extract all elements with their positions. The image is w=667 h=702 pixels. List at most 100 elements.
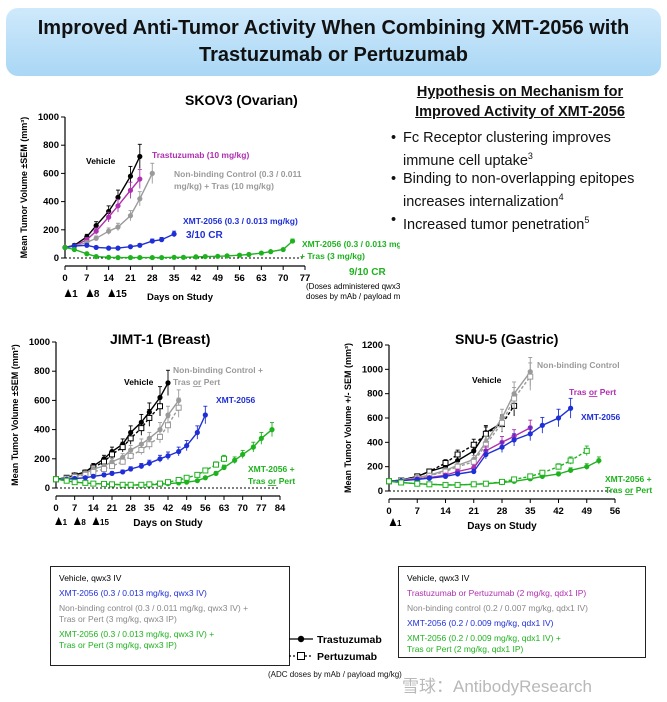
jimt1-title: JIMT-1 (Breast) [110,331,210,347]
snu5-data-point [426,475,432,481]
jimt1-data-point [213,470,219,476]
jimt1-series-line [55,407,180,480]
snu5-annotation: Vehicle [472,375,502,385]
skov3-data-point [93,222,99,229]
snu5-data-point [454,463,461,470]
jimt1-data-point [101,466,107,473]
skov3-data-point [127,254,134,261]
jimt1-data-point [109,463,115,470]
skov3-x-axis-label: Days on Study [147,292,214,303]
snu5-data-point [386,478,392,485]
skov3-data-point [289,238,296,244]
jimt1-data-point [146,435,152,441]
jimt1-y-tick-label: 400 [34,425,50,436]
jimt1-data-point [90,468,97,475]
snu5-data-point [426,481,433,488]
snu5-data-point [499,444,505,450]
jimt1-data-point [109,459,115,465]
snu5-data-point [454,451,461,458]
skov3-dosing-arrow [86,289,94,297]
snu5-data-point [454,481,461,488]
jimt1-x-tick-label: 0 [53,503,58,514]
skov3-data-point [159,237,165,243]
snu5-data-point [511,395,518,402]
jimt1-x-axis-label: Days on Study [133,518,203,529]
snu5-x-tick-label: 0 [386,506,391,517]
skov3-chart: SKOV3 (Ovarian) 0 200 400 600 800 1000 0 7 14 21 28… [19,92,400,303]
jimt1-data-point [269,427,275,433]
skov3-data-point [106,208,112,215]
snu5-data-point [527,373,534,380]
snu5-dosing-label: 1 [397,519,402,528]
skov3-x-tick-label: 42 [191,273,202,284]
snu5-data-point [539,469,546,476]
snu5-data-point [470,458,477,465]
skov3-data-point [215,253,221,259]
skov3-y-axis-label: Mean Tumor Volume ±SEM (mm³) [19,117,29,259]
snu5-data-point [584,464,590,470]
skov3-annotation: Vehicle [86,156,116,166]
jimt1-data-point [146,441,153,448]
skov3-data-point [127,244,134,250]
jimt1-y-axis-label: Mean Tumor Volume ±SEM (mm³) [10,344,20,486]
legend-item: Non-binding control (0.3 / 0.011 mg/kg, … [59,603,249,613]
legend-item: Non-binding control (0.2 / 0.007 mg/kg, … [407,603,588,613]
legend-item: Vehicle, qwx3 IV [407,573,470,583]
snu5-x-tick-label: 7 [415,506,420,517]
snu5-x-tick-label: 21 [468,506,479,517]
jimt1-data-point [194,471,201,478]
snu5-y-tick-label: 200 [367,462,383,473]
page-title-line1: Improved Anti-Tumor Activity When Combin… [37,17,630,39]
marker-legend: Trastuzumab Pertuzumab [289,634,382,663]
skov3-x-tick-label: 70 [278,273,289,284]
jimt1-x-tick-label: 28 [125,503,136,514]
jimt1-annotation: XMT-2056 + [248,464,295,474]
skov3-dosing-label: 1 [72,289,78,300]
jimt1-data-point [183,474,190,481]
jimt1-data-point [194,478,200,484]
legend-item: Vehicle, qwx3 IV [59,573,122,583]
skov3-y-tick-label: 200 [43,225,59,236]
jimt1-data-point [119,444,126,451]
jimt1-x-tick-label: 84 [275,503,286,514]
snu5-annotation: XMT-2056 + [605,474,652,484]
skov3-x-tick-label: 77 [300,273,311,284]
jimt1-data-point [184,443,190,449]
jimt1-data-point [213,461,219,468]
snu5-y-tick-label: 1200 [362,340,383,351]
skov3-annotation: Trastuzumab (10 mg/kg) [152,150,249,160]
snu5-data-point [414,480,421,487]
jimt1-y-tick-label: 600 [34,395,50,406]
jimt1-data-point [82,475,88,481]
snu5-data-point [442,481,449,488]
legend-item: XMT-2056 (0.2 / 0.009 mg/kg, qdx1 IV) + [407,633,561,643]
skov3-data-point [115,245,121,251]
jimt1-dosing-label: 1 [63,518,68,527]
snu5-data-point [555,463,562,470]
pert-legend-marker [297,652,305,660]
jimt1-data-point [119,481,126,488]
jimt1-data-point [128,447,134,453]
skov3-data-point [149,254,155,261]
adc-note: (ADC doses by mAb / payload mg/kg) [268,670,402,679]
skov3-data-point [93,235,99,241]
jimt1-dosing-label: 8 [81,518,86,527]
jimt1-data-point [90,473,96,479]
jimt1-data-point [90,480,97,487]
skov3-data-point [127,187,134,193]
skov3-data-point [137,153,143,160]
jimt1-data-point [194,429,200,436]
snu5-data-point [482,480,489,487]
skov3-data-point [202,253,208,260]
jimt1-data-point [138,425,145,432]
snu5-title: SNU-5 (Gastric) [455,331,558,347]
skov3-data-point [84,242,90,248]
snu5-data-point [555,471,562,477]
tras-legend-marker [297,635,305,643]
snu5-annotation: XMT-2056 [581,412,620,422]
skov3-dosing-arrow [64,289,72,297]
snu5-x-tick-label: 42 [553,506,564,517]
skov3-x-tick-label: 35 [169,273,180,284]
jimt1-dosing-label: 15 [100,518,109,527]
